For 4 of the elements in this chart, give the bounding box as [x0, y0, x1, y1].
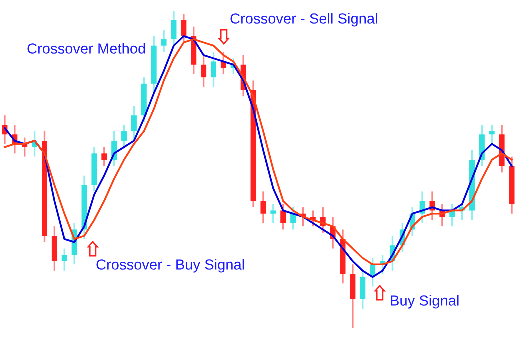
annotation: Crossover - Buy Signal — [96, 259, 244, 273]
annotation: Buy Signal — [391, 295, 459, 309]
annotation: Crossover Method — [28, 43, 146, 54]
annotation: Crossover - Sell Signal — [230, 13, 378, 27]
